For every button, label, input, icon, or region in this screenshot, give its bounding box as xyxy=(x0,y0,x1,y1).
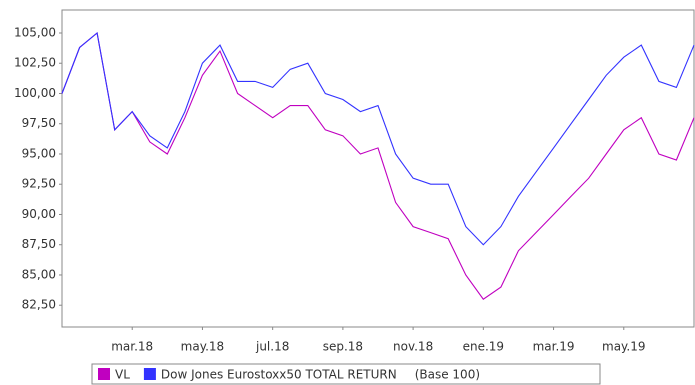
plot-frame xyxy=(61,9,695,328)
x-tick-label: ene.19 xyxy=(463,340,504,354)
legend-swatch xyxy=(143,368,156,380)
legend-swatch xyxy=(98,368,110,380)
y-tick-label: 90,00 xyxy=(22,207,56,221)
y-tick-label: 100,00 xyxy=(14,86,56,100)
series-line xyxy=(61,31,695,246)
y-tick-label: 92,50 xyxy=(22,177,56,191)
x-tick-label: may.19 xyxy=(602,340,646,354)
y-tick-label: 87,50 xyxy=(22,237,56,251)
y-tick-label: 105,00 xyxy=(14,25,56,39)
y-tick-label: 85,00 xyxy=(22,267,56,281)
x-tick-label: mar.19 xyxy=(533,340,575,354)
y-tick-label: 82,50 xyxy=(22,298,56,312)
legend-label: Dow Jones Eurostoxx50 TOTAL RETURN xyxy=(161,368,397,382)
y-tick-label: 97,50 xyxy=(22,116,56,130)
y-tick-label: 95,00 xyxy=(22,146,56,160)
x-tick-label: sep.18 xyxy=(323,340,363,354)
legend-box xyxy=(91,363,601,385)
legend-note: (Base 100) xyxy=(415,368,480,382)
x-tick-label: mar.18 xyxy=(111,340,153,354)
x-tick-label: may.18 xyxy=(181,340,225,354)
y-tick-label: 102,50 xyxy=(14,56,56,70)
legend-label: VL xyxy=(115,368,130,382)
x-tick-label: nov.18 xyxy=(393,340,433,354)
x-tick-label: jul.18 xyxy=(255,340,289,354)
series-line xyxy=(61,31,695,300)
